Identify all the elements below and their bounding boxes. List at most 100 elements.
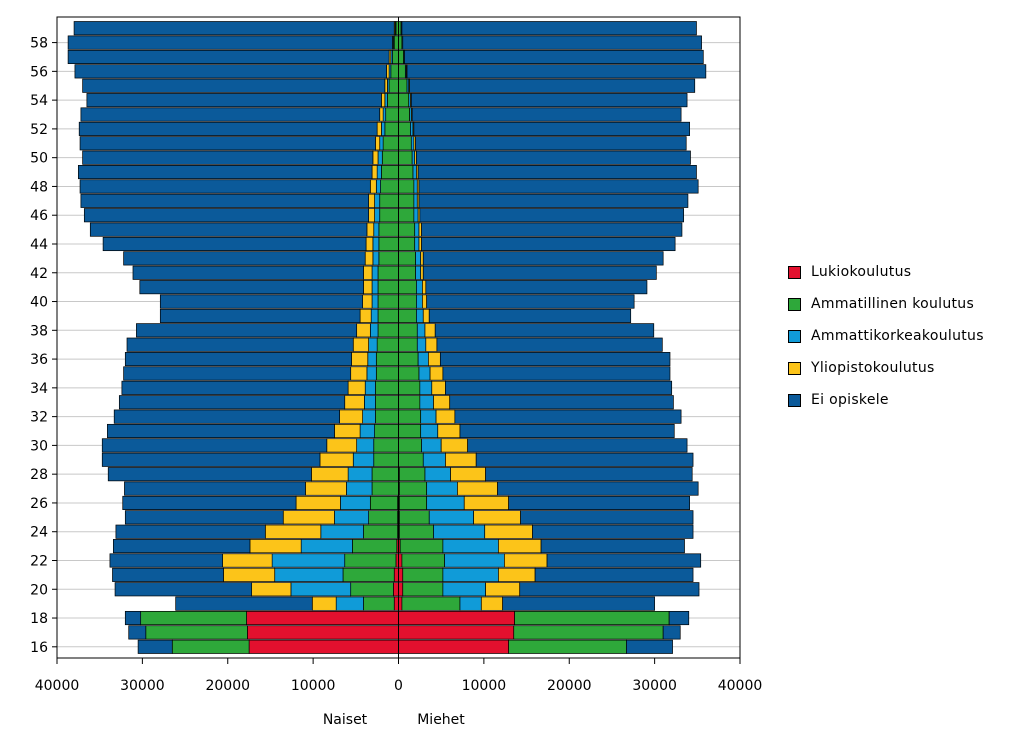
bar-miehet-ei-opiskele-46 [419, 208, 685, 223]
legend-swatch-yliopisto [788, 361, 801, 375]
bar-naiset-ei-opiskele-31 [107, 423, 335, 439]
y-tick-label: 52 [30, 122, 48, 138]
bar-miehet-lukiokoulutus-18 [398, 610, 515, 626]
bar-miehet-ammatillinen-koulutus-22 [401, 553, 445, 568]
bar-naiset-yliopistokoulutus-24 [264, 524, 322, 539]
legend: Lukiokoulutus Ammatillinen koulutus Amma… [788, 256, 984, 416]
bar-miehet-ammattikorkeakoulutus-35 [418, 366, 431, 381]
bar-naiset-yliopistokoulutus-37 [352, 337, 369, 352]
bar-miehet-ei-opiskele-18 [668, 610, 690, 626]
bar-naiset-ammatillinen-koulutus-37 [376, 337, 399, 352]
bar-naiset-ammattikorkeakoulutus-41 [371, 280, 379, 295]
bar-miehet-ammatillinen-koulutus-41 [398, 280, 417, 295]
bar-naiset-ammatillinen-koulutus-31 [374, 423, 399, 439]
x-axis-ticks: 40000 30000 20000 10000 0 10000 20000 30000 4000… [35, 658, 762, 694]
bar-miehet-ei-opiskele-56 [406, 64, 707, 79]
bar-miehet-ammattikorkeakoulutus-27 [426, 481, 458, 496]
bar-naiset-yliopistokoulutus-22 [222, 553, 273, 568]
bar-naiset-ammatillinen-koulutus-35 [375, 366, 399, 381]
legend-label: Ammatillinen koulutus [811, 296, 975, 312]
bar-naiset-yliopistokoulutus-26 [295, 495, 341, 510]
bar-miehet-ammatillinen-koulutus-46 [398, 208, 415, 223]
bar-naiset-ammattikorkeakoulutus-29 [352, 452, 375, 467]
bar-naiset-ammatillinen-koulutus-56 [390, 64, 399, 79]
bar-miehet-ei-opiskele-43 [422, 251, 664, 266]
bar-miehet-ei-opiskele-34 [445, 380, 673, 395]
bar-naiset-lukiokoulutus-21 [393, 567, 399, 582]
bar-miehet-ei-opiskele-26 [508, 495, 690, 510]
bar-miehet-ei-opiskele-22 [546, 553, 702, 568]
bar-naiset-yliopistokoulutus-31 [334, 423, 361, 439]
y-tick-label: 38 [30, 323, 48, 339]
bar-naiset-yliopistokoulutus-33 [344, 395, 365, 410]
bar-miehet-ammatillinen-koulutus-42 [398, 265, 416, 280]
bar-miehet-ammatillinen-koulutus-45 [398, 222, 416, 237]
bar-miehet-ammattikorkeakoulutus-43 [415, 251, 422, 266]
bar-miehet-ei-opiskele-25 [520, 510, 694, 525]
bar-miehet-ammattikorkeakoulutus-37 [416, 337, 427, 352]
legend-label: Ammattikorkeakoulutus [811, 328, 984, 344]
bar-miehet-ammattikorkeakoulutus-22 [444, 553, 505, 568]
bar-naiset-yliopistokoulutus-51 [375, 136, 381, 151]
bar-naiset-ammatillinen-koulutus-28 [371, 467, 399, 482]
bar-miehet-ammattikorkeakoulutus-41 [416, 280, 423, 295]
bar-miehet-ammatillinen-koulutus-21 [402, 567, 444, 582]
y-tick-label: 24 [30, 525, 48, 541]
bar-miehet-ei-opiskele-35 [442, 366, 671, 381]
bar-miehet-ei-opiskele-31 [459, 423, 675, 439]
bar-miehet-ammattikorkeakoulutus-23 [442, 539, 499, 554]
bar-naiset-ei-opiskele-39 [159, 308, 361, 323]
bar-naiset-yliopistokoulutus-48 [369, 179, 377, 194]
bar-miehet-ammattikorkeakoulutus-24 [433, 524, 486, 539]
bar-naiset-yliopistokoulutus-54 [381, 93, 386, 108]
bar-miehet-ei-opiskele-16 [626, 639, 673, 654]
bar-naiset-ei-opiskele-38 [136, 323, 358, 338]
bar-naiset-ammatillinen-koulutus-34 [375, 380, 399, 395]
bar-naiset-ammattikorkeakoulutus-23 [300, 539, 353, 554]
bar-naiset-ei-opiskele-36 [124, 352, 352, 367]
bar-miehet-ammattikorkeakoulutus-39 [416, 308, 424, 323]
bar-miehet-ammattikorkeakoulutus-51 [410, 136, 415, 151]
bar-miehet-ammatillinen-koulutus-33 [398, 395, 421, 410]
bar-miehet-yliopistokoulutus-23 [498, 539, 542, 554]
bar-miehet-ei-opiskele-20 [519, 582, 700, 597]
bar-naiset-ei-opiskele-41 [139, 280, 364, 295]
bar-miehet-ammattikorkeakoulutus-30 [421, 438, 442, 453]
bar-naiset-ammatillinen-koulutus-57 [392, 49, 399, 65]
bar-naiset-ammattikorkeakoulutus-31 [359, 423, 375, 439]
bar-miehet-ammatillinen-koulutus-51 [398, 136, 412, 151]
y-tick-label: 16 [30, 640, 48, 656]
bar-miehet-lukiokoulutus-22 [398, 553, 403, 568]
bar-naiset-ammattikorkeakoulutus-54 [384, 93, 388, 108]
bar-naiset-yliopistokoulutus-42 [363, 265, 373, 280]
bar-miehet-ammattikorkeakoulutus-49 [412, 165, 417, 180]
bar-miehet-ei-opiskele-51 [415, 136, 687, 151]
bar-naiset-ammatillinen-koulutus-50 [381, 150, 399, 165]
bar-naiset-ei-opiskele-40 [159, 294, 363, 309]
bar-miehet-yliopistokoulutus-42 [420, 265, 424, 280]
bar-miehet-yliopistokoulutus-40 [422, 294, 428, 309]
bar-naiset-ammatillinen-koulutus-18 [140, 610, 247, 626]
bar-naiset-ei-opiskele-53 [80, 107, 381, 122]
bar-miehet-ei-opiskele-41 [425, 280, 648, 295]
bar-naiset-ei-opiskele-52 [78, 121, 378, 136]
bar-naiset-ammattikorkeakoulutus-28 [347, 467, 373, 482]
y-tick-label: 48 [30, 179, 48, 195]
bar-naiset-ammatillinen-koulutus-32 [375, 409, 399, 424]
bar-naiset-ammattikorkeakoulutus-34 [364, 380, 376, 395]
legend-item: Yliopistokoulutus [788, 352, 984, 384]
bar-miehet-ei-opiskele-24 [532, 524, 694, 539]
bar-miehet-ei-opiskele-49 [417, 165, 697, 180]
bar-miehet-ammattikorkeakoulutus-25 [428, 510, 474, 525]
bar-naiset-lukiokoulutus-19 [393, 596, 399, 611]
bar-naiset-ammattikorkeakoulutus-45 [373, 222, 380, 237]
bar-naiset-ei-opiskele-56 [74, 64, 387, 79]
bar-naiset-ammattikorkeakoulutus-39 [370, 308, 379, 323]
bar-miehet-ei-opiskele-38 [434, 323, 655, 338]
legend-swatch-ammattikorkea [788, 329, 801, 343]
bar-miehet-ammatillinen-koulutus-57 [398, 49, 404, 65]
bar-miehet-ammatillinen-koulutus-36 [398, 352, 419, 367]
bar-naiset-ammatillinen-koulutus-38 [377, 323, 399, 338]
bar-naiset-ammattikorkeakoulutus-43 [372, 251, 380, 266]
bar-miehet-ammatillinen-koulutus-26 [399, 495, 428, 510]
